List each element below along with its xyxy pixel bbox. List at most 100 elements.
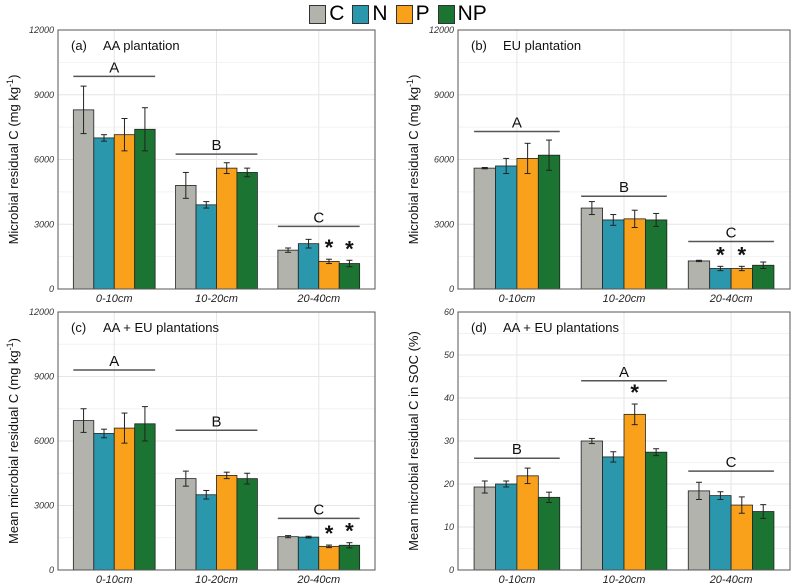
y-tick-label: 20 [443, 479, 454, 489]
group-letter: A [619, 364, 629, 381]
bar-c [580, 440, 603, 571]
bar-p [216, 474, 238, 571]
group-letter: C [726, 225, 737, 242]
significance-star: * [345, 236, 354, 261]
bar-p [623, 218, 646, 290]
legend-item-np: NP [437, 2, 487, 26]
legend-label: C [329, 2, 345, 25]
bar-n [297, 536, 320, 571]
legend-label: NP [457, 2, 487, 25]
y-axis-label-sup: -1 [5, 79, 15, 87]
group-letter: C [313, 501, 324, 518]
x-tick-label: 0-10cm [499, 293, 536, 305]
plot-border [457, 29, 791, 290]
bar-np [752, 511, 775, 571]
bar-p [318, 545, 340, 571]
bar-p [516, 475, 539, 571]
bar-c [277, 249, 299, 290]
legend-swatch [309, 4, 327, 24]
bar-np [537, 496, 561, 571]
x-tick-label: 0-10cm [96, 293, 133, 305]
legend-swatch [352, 4, 370, 24]
bar-n [93, 433, 115, 571]
y-tick-label: 6000 [34, 436, 54, 446]
bar-n [495, 165, 518, 290]
bar-np [645, 219, 668, 290]
x-tick-label: 0-10cm [96, 574, 133, 586]
bar-np [537, 154, 561, 290]
legend-item-c: C [309, 2, 344, 26]
y-tick-label: 9000 [34, 372, 54, 382]
panel-title: AA plantation [103, 38, 180, 53]
group-letter: A [109, 59, 119, 76]
x-tick-label: 10-20cm [195, 574, 238, 586]
bar-np [134, 423, 156, 571]
bar-c [277, 536, 299, 571]
bar-c [580, 207, 603, 290]
y-axis-label-end: ) [406, 75, 421, 79]
bar-np [645, 451, 668, 571]
y-axis-label-main: Mean microbial residual C in SOC (%) [406, 331, 421, 551]
y-axis-label: Mean microbial residual C (mg kg-1) [5, 338, 21, 544]
x-tick-label: 10-20cm [603, 574, 646, 586]
y-axis-label: Microbial residual C (mg kg-1) [5, 75, 21, 245]
group-letter: B [211, 413, 221, 430]
bar-n [709, 268, 732, 290]
panel-label: (b) [471, 38, 487, 53]
panel-title: AA + EU plantations [103, 320, 219, 335]
panel-label: (a) [71, 38, 87, 53]
significance-star: * [345, 519, 354, 544]
bar-np [236, 478, 258, 571]
panel-label: (d) [471, 320, 487, 335]
plot-border [57, 311, 376, 571]
x-tick-label: 20-40cm [296, 574, 340, 586]
y-axis-label: Microbial residual C (mg kg-1) [405, 75, 421, 245]
bar-c [175, 478, 197, 571]
y-axis-label-end: ) [6, 75, 21, 79]
y-tick-label: 0 [449, 284, 454, 294]
y-tick-label: 3000 [434, 219, 454, 229]
plot-border [57, 29, 376, 290]
y-axis-label-sup: -1 [405, 79, 415, 87]
bar-c [473, 167, 496, 290]
y-axis-label-main: Microbial residual C (mg kg [6, 87, 21, 245]
x-tick-label: 10-20cm [603, 293, 646, 305]
x-tick-label: 20-40cm [296, 293, 340, 305]
bar-c [175, 184, 197, 290]
panel-title: EU plantation [503, 38, 581, 53]
panel-b: 0 3000 6000 9000 12000 A 0-10cm B 10-20cm * *C 20-4… [405, 25, 791, 305]
bar-n [495, 483, 518, 571]
legend: C N P NP [0, 2, 800, 26]
y-tick-label: 0 [449, 565, 454, 575]
bar-p [113, 427, 136, 571]
panel-d: 0 10 20 30 40 50 60 B 0-10cm *A 10-20cm C 20-40cm (d)… [406, 307, 791, 586]
x-tick-label: 20-40cm [709, 574, 753, 586]
y-axis-label-end: ) [6, 338, 21, 342]
significance-star: * [325, 235, 334, 260]
group-letter: C [313, 209, 324, 226]
y-tick-label: 6000 [434, 155, 454, 165]
y-tick-label: 12000 [29, 25, 54, 35]
y-tick-label: 12000 [29, 307, 54, 317]
y-axis-label-main: Microbial residual C (mg kg [406, 87, 421, 245]
bar-c [72, 420, 95, 571]
bar-np [338, 544, 361, 571]
y-tick-label: 60 [444, 307, 454, 317]
group-letter: B [512, 441, 522, 458]
y-tick-label: 40 [444, 393, 454, 403]
significance-star: * [716, 242, 725, 267]
bar-n [93, 137, 115, 290]
bar-c [473, 486, 496, 571]
group-letter: B [619, 179, 629, 196]
y-tick-label: 9000 [434, 90, 454, 100]
y-tick-label: 10 [444, 522, 454, 532]
bar-p [216, 167, 238, 290]
legend-swatch [437, 4, 455, 24]
y-tick-label: 50 [444, 350, 454, 360]
y-tick-label: 6000 [34, 155, 54, 165]
bar-np [134, 128, 156, 290]
significance-star: * [738, 242, 747, 267]
